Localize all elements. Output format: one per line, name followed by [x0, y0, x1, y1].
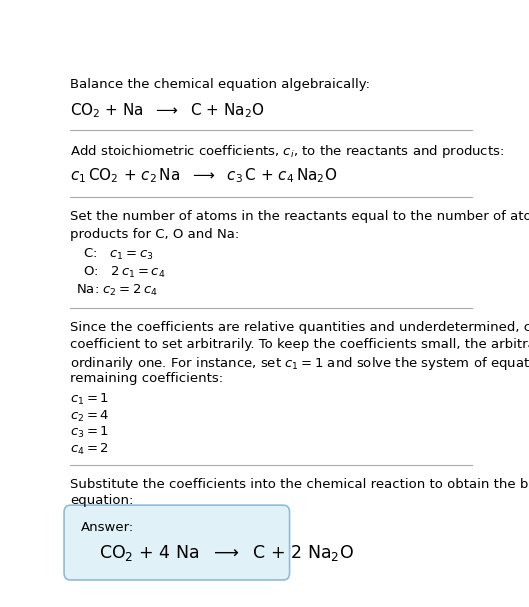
- Text: Set the number of atoms in the reactants equal to the number of atoms in the: Set the number of atoms in the reactants…: [70, 210, 529, 223]
- Text: Answer:: Answer:: [80, 521, 134, 534]
- Text: O:   $2\,c_1 = c_4$: O: $2\,c_1 = c_4$: [83, 265, 165, 280]
- Text: $c_3 = 1$: $c_3 = 1$: [70, 426, 110, 440]
- Text: $c_1 = 1$: $c_1 = 1$: [70, 392, 110, 407]
- FancyBboxPatch shape: [64, 505, 289, 580]
- Text: Since the coefficients are relative quantities and underdetermined, choose a: Since the coefficients are relative quan…: [70, 322, 529, 334]
- Text: $c_1\,\mathrm{CO_2}$ + $c_2\,\mathrm{Na}$  $\longrightarrow$  $c_3\,\mathrm{C}$ : $c_1\,\mathrm{CO_2}$ + $c_2\,\mathrm{Na}…: [70, 166, 338, 185]
- Text: remaining coefficients:: remaining coefficients:: [70, 372, 223, 385]
- Text: Na: $c_2 = 2\,c_4$: Na: $c_2 = 2\,c_4$: [76, 283, 158, 298]
- Text: Substitute the coefficients into the chemical reaction to obtain the balanced: Substitute the coefficients into the che…: [70, 478, 529, 490]
- Text: $c_4 = 2$: $c_4 = 2$: [70, 442, 109, 457]
- Text: products for C, O and Na:: products for C, O and Na:: [70, 228, 240, 240]
- Text: Balance the chemical equation algebraically:: Balance the chemical equation algebraica…: [70, 78, 370, 92]
- Text: Add stoichiometric coefficients, $c_i$, to the reactants and products:: Add stoichiometric coefficients, $c_i$, …: [70, 143, 505, 160]
- Text: $\mathrm{CO_2}$ + Na  $\longrightarrow$  C + $\mathrm{Na_2O}$: $\mathrm{CO_2}$ + Na $\longrightarrow$ C…: [70, 101, 265, 120]
- Text: coefficient to set arbitrarily. To keep the coefficients small, the arbitrary va: coefficient to set arbitrarily. To keep …: [70, 338, 529, 351]
- Text: C:   $c_1 = c_3$: C: $c_1 = c_3$: [83, 247, 153, 262]
- Text: $c_2 = 4$: $c_2 = 4$: [70, 409, 110, 424]
- Text: ordinarily one. For instance, set $c_1 = 1$ and solve the system of equations fo: ordinarily one. For instance, set $c_1 =…: [70, 355, 529, 372]
- Text: equation:: equation:: [70, 495, 134, 507]
- Text: $\mathrm{CO_2}$ + 4 Na  $\longrightarrow$  C + 2 $\mathrm{Na_2O}$: $\mathrm{CO_2}$ + 4 Na $\longrightarrow$…: [99, 543, 354, 563]
